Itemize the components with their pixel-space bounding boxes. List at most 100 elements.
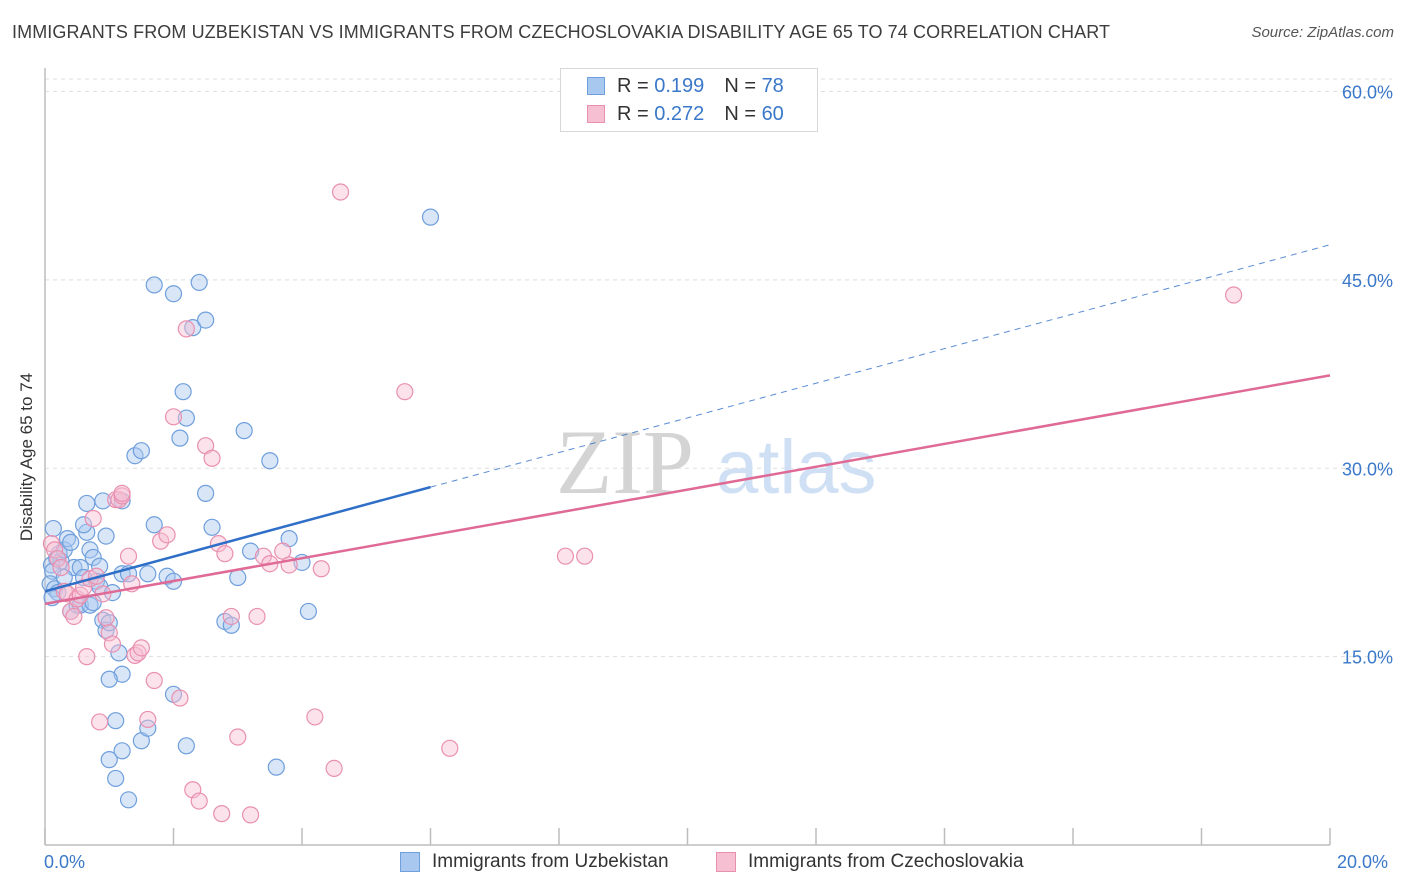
point-czechoslovakia [556, 547, 575, 565]
point-uzbekistan [171, 429, 189, 447]
point-czechoslovakia [97, 609, 115, 627]
point-czechoslovakia [74, 578, 93, 597]
point-uzbekistan [421, 208, 440, 226]
point-czechoslovakia [203, 449, 221, 467]
point-czechoslovakia [325, 759, 343, 778]
legend-r-value: 0.199 [654, 74, 705, 97]
point-czechoslovakia [52, 558, 70, 577]
point-uzbekistan [261, 452, 279, 470]
point-czechoslovakia [576, 547, 594, 565]
trend-uzbekistan [44, 485, 431, 593]
point-uzbekistan [100, 751, 118, 769]
point-czechoslovakia [78, 648, 96, 666]
point-czechoslovakia [103, 635, 122, 653]
point-czechoslovakia [177, 320, 195, 338]
point-uzbekistan [222, 616, 240, 634]
point-czechoslovakia [171, 689, 189, 707]
point-uzbekistan [267, 758, 285, 776]
point-czechoslovakia [84, 509, 102, 528]
watermark-atlas: atlas [716, 425, 877, 510]
trend-czechoslovakia [44, 374, 1331, 606]
point-uzbekistan [100, 670, 118, 688]
x-tick-min: 0.0% [44, 852, 86, 872]
point-uzbekistan [235, 422, 253, 440]
point-uzbekistan [97, 527, 115, 545]
point-uzbekistan [100, 614, 118, 632]
point-czechoslovakia [129, 644, 147, 662]
point-czechoslovakia [113, 484, 131, 502]
point-uzbekistan [197, 484, 215, 502]
point-uzbekistan [299, 602, 318, 621]
axes [44, 68, 1331, 846]
point-uzbekistan [113, 742, 131, 760]
point-uzbekistan [145, 516, 163, 534]
bottom-legend-label: Immigrants from Uzbekistan [432, 851, 669, 872]
point-czechoslovakia [158, 526, 176, 544]
legend-r-label: R = [617, 102, 649, 125]
legend-row-uzbekistan: R = 0.199 N = 78 [587, 73, 784, 99]
legend-n-label: N = [724, 102, 756, 125]
point-uzbekistan [71, 558, 89, 577]
point-uzbekistan [139, 719, 157, 737]
y-tick-label: 30.0% [1342, 459, 1393, 479]
point-czechoslovakia [119, 547, 138, 565]
point-czechoslovakia [91, 713, 109, 731]
source-credit: Source: ZipAtlas.com [1251, 24, 1394, 41]
point-uzbekistan [174, 383, 192, 401]
point-czechoslovakia [306, 708, 324, 726]
legend-row-czechoslovakia: R = 0.272 N = 60 [587, 101, 784, 127]
legend-n-label: N = [724, 74, 756, 97]
trend-uzbekistan-dashed [430, 244, 1331, 488]
legend-r-label: R = [617, 74, 649, 97]
bottom-legend-swatch-blue [400, 852, 420, 872]
bottom-legend-czechoslovakia: Immigrants from Czechoslovakia [716, 851, 1024, 873]
point-uzbekistan [242, 542, 260, 560]
y-tick-label: 60.0% [1342, 83, 1393, 103]
point-czechoslovakia [331, 183, 350, 201]
point-czechoslovakia [46, 541, 64, 559]
point-uzbekistan [177, 737, 195, 755]
point-uzbekistan [78, 494, 96, 513]
trend-lines [44, 244, 1331, 606]
legend-n-value: 78 [761, 74, 784, 97]
point-uzbekistan [139, 565, 157, 583]
point-czechoslovakia [132, 639, 150, 657]
point-uzbekistan [145, 276, 163, 294]
point-uzbekistan [184, 319, 202, 337]
legend-swatch-blue [587, 77, 605, 95]
point-uzbekistan [84, 548, 102, 567]
point-uzbekistan [107, 769, 125, 788]
point-czechoslovakia [49, 550, 67, 568]
grid-lines [45, 78, 1392, 658]
point-czechoslovakia [216, 545, 234, 563]
x-tick-max: 20.0% [1337, 852, 1389, 872]
bottom-legend-swatch-pink [716, 852, 736, 872]
point-uzbekistan [119, 791, 138, 809]
point-uzbekistan [74, 516, 93, 534]
point-czechoslovakia [152, 532, 170, 550]
point-czechoslovakia [396, 383, 414, 401]
point-uzbekistan [190, 273, 208, 292]
point-czechoslovakia [100, 624, 118, 642]
watermark: ZIP atlas [556, 411, 877, 513]
point-czechoslovakia [248, 607, 266, 626]
point-czechoslovakia [1225, 286, 1243, 304]
point-czechoslovakia [441, 739, 459, 757]
point-czechoslovakia [164, 408, 183, 426]
legend-swatch-pink [587, 105, 605, 123]
legend-r-value: 0.272 [654, 102, 705, 125]
point-czechoslovakia [65, 607, 83, 626]
point-uzbekistan [197, 311, 215, 329]
watermark-zip: ZIP [556, 411, 694, 513]
legend: R = 0.199 N = 78 R = 0.272 N = 60 [560, 68, 818, 132]
point-czechoslovakia [213, 805, 231, 823]
point-czechoslovakia [229, 728, 247, 746]
point-czechoslovakia [190, 792, 208, 810]
point-uzbekistan [113, 665, 131, 683]
y-tick-labels: 15.0% 30.0% 45.0% 60.0% [1342, 83, 1393, 668]
point-uzbekistan [91, 557, 109, 575]
y-axis-label: Disability Age 65 to 74 [17, 372, 36, 542]
point-czechoslovakia [274, 542, 292, 560]
point-uzbekistan [229, 568, 247, 587]
point-uzbekistan [132, 442, 150, 460]
